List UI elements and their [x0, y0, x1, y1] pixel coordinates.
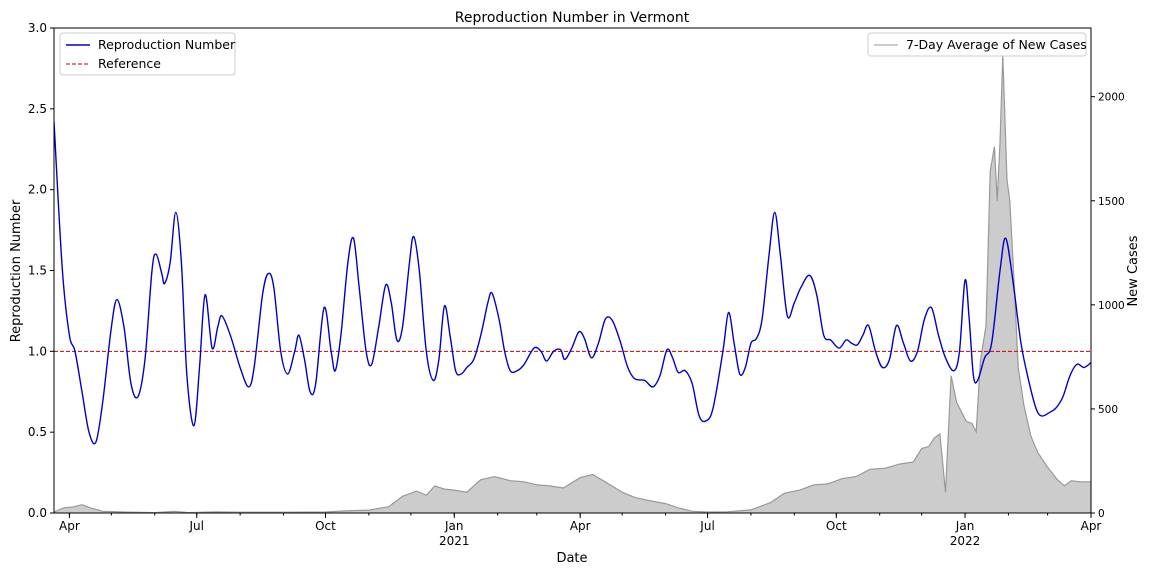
axes: 0.0 0.5 1.0 1.5 2.0 2.5 3.0 0 500 1000 1500 2000 Apr…	[28, 21, 1125, 548]
y2-tick-label: 1000	[1098, 300, 1125, 312]
y-tick-label: 3.0	[28, 21, 47, 35]
x-tick-label: Jul	[189, 519, 204, 533]
plot-area	[54, 55, 1091, 513]
x-tick-label: Apr	[570, 519, 591, 533]
y-tick-label: 2.5	[28, 102, 47, 116]
y-tick-label: 1.5	[28, 264, 47, 278]
x-tick-label: Apr	[59, 519, 80, 533]
cases-line	[54, 55, 1091, 513]
legend-label-cases: 7-Day Average of New Cases	[906, 37, 1087, 52]
y-axis-label: Reproduction Number	[9, 199, 24, 342]
legend-right: 7-Day Average of New Cases	[867, 32, 1087, 57]
x-tick-label: Jul	[699, 519, 714, 533]
x-tick-label: Jan	[444, 519, 464, 533]
chart-title: Reproduction Number in Vermont	[455, 10, 690, 26]
x-tick-label: Jan	[955, 519, 975, 533]
cases-area	[54, 55, 1091, 513]
y2-tick-label: 2000	[1098, 92, 1125, 104]
reproduction-line	[54, 121, 1091, 445]
legend-left-box	[59, 32, 236, 76]
legend-label-reference: Reference	[98, 56, 161, 71]
y-tick-label: 1.0	[28, 344, 47, 358]
x-tick-year-label: 2021	[439, 534, 470, 548]
y-tick-label: 0.5	[28, 425, 47, 439]
x-tick-label: Oct	[315, 519, 336, 533]
x-tick-label: Oct	[826, 519, 847, 533]
x-tick-label: Apr	[1081, 519, 1102, 533]
y2-axis-label: New Cases	[1126, 235, 1141, 306]
x-axis-label: Date	[556, 551, 587, 566]
y2-tick-label: 0	[1098, 508, 1105, 520]
legend-left: Reproduction Number Reference	[59, 32, 236, 76]
y2-tick-label: 500	[1098, 404, 1118, 416]
legend-label-reproduction: Reproduction Number	[98, 37, 236, 52]
legend-right-box	[867, 32, 1087, 57]
y-tick-label: 2.0	[28, 183, 47, 197]
legends: Reproduction Number Reference 7-Day Averag…	[59, 32, 1087, 76]
y-tick-label: 0.0	[28, 506, 47, 520]
y2-tick-label: 1500	[1098, 196, 1125, 208]
x-tick-year-label: 2022	[950, 534, 981, 548]
